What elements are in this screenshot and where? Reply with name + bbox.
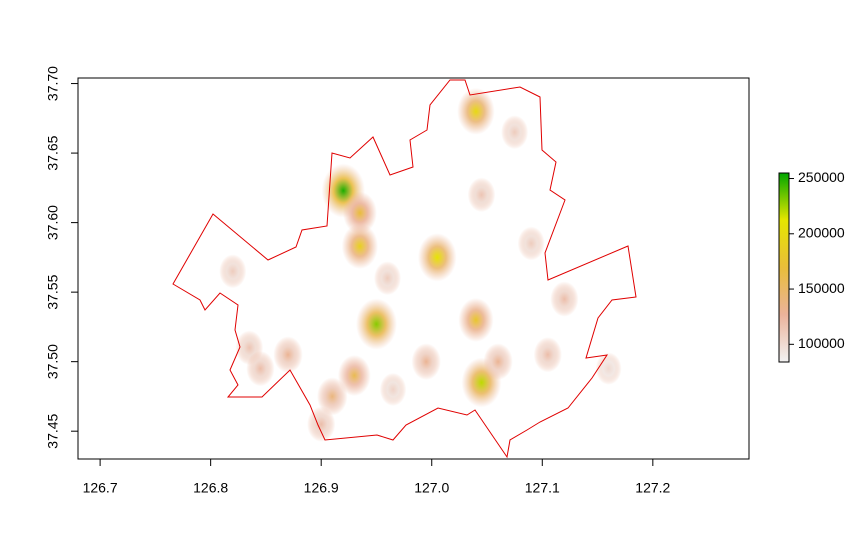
- raster-cell: [246, 350, 275, 387]
- raster-cell: [307, 406, 336, 442]
- color-tick-label: 150000: [798, 280, 845, 296]
- y-tick-label: 37.60: [45, 205, 61, 240]
- x-tick-label: 127.1: [525, 480, 560, 496]
- raster-cell: [355, 298, 398, 350]
- plot-frame: [77, 77, 750, 460]
- raster-cell: [467, 177, 496, 213]
- raster-cell: [316, 377, 348, 416]
- y-tick-label: 37.50: [45, 344, 61, 379]
- raster-cell: [273, 336, 303, 374]
- raster-cell: [219, 254, 247, 289]
- x-tick-label: 127.0: [414, 480, 449, 496]
- x-tick-label: 126.7: [83, 480, 118, 496]
- y-tick-label: 37.70: [45, 66, 61, 101]
- color-tick-label: 100000: [798, 335, 845, 351]
- raster-cell: [501, 115, 529, 150]
- color-tick-label: 250000: [798, 169, 845, 185]
- x-tick-label: 126.9: [304, 480, 339, 496]
- raster-cell: [411, 343, 441, 381]
- seoul-boundary: [172, 79, 637, 459]
- raster-cell: [517, 226, 545, 261]
- raster-cell: [550, 281, 579, 317]
- x-tick-label: 127.2: [635, 480, 670, 496]
- raster-cell: [341, 223, 379, 270]
- raster: [219, 87, 622, 442]
- color-bar: [778, 172, 790, 363]
- raster-cell: [458, 297, 494, 342]
- x-tick-label: 126.8: [193, 480, 228, 496]
- raster-cell: [533, 337, 562, 373]
- raster-cell: [483, 343, 513, 381]
- raster-cell: [374, 261, 402, 296]
- raster-cell: [337, 355, 371, 397]
- color-tick-label: 200000: [798, 224, 845, 240]
- raster-cell: [342, 191, 377, 235]
- y-tick-label: 37.65: [45, 135, 61, 170]
- raster-cell: [417, 233, 457, 282]
- y-tick-label: 37.55: [45, 274, 61, 309]
- raster-cell: [457, 87, 495, 135]
- y-tick-label: 37.45: [45, 413, 61, 448]
- raster-cell: [595, 352, 622, 385]
- raster-cell: [379, 372, 407, 407]
